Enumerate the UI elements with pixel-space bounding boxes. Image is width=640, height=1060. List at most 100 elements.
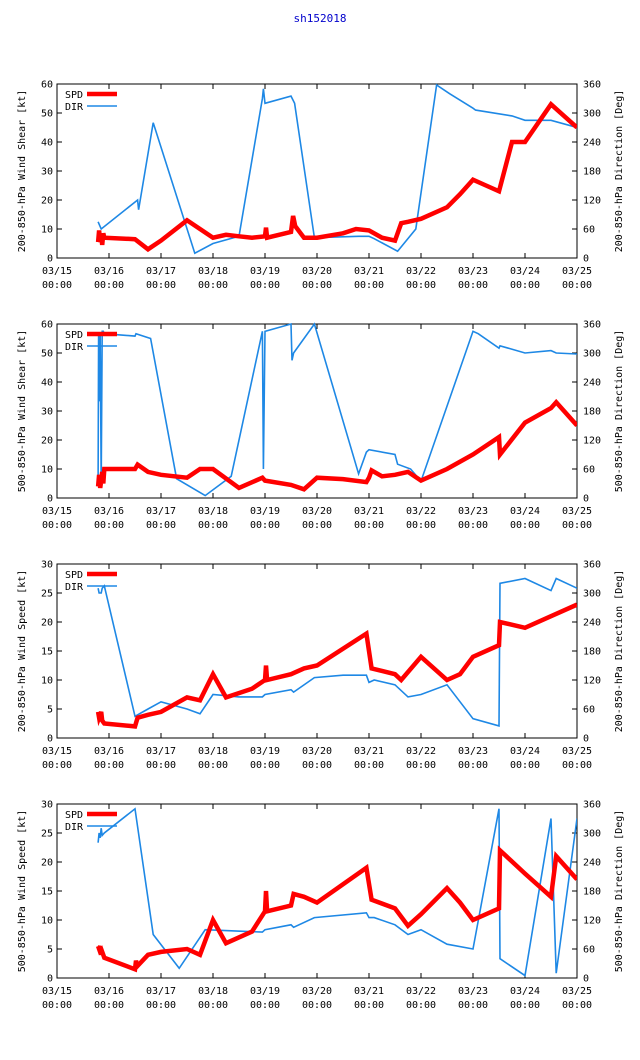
y-tick-label: 0: [47, 734, 53, 745]
x-tick-label: 00:00: [354, 760, 384, 771]
y2-axis-label: 500-850-hPa Direction [Deg]: [614, 810, 625, 973]
y2-tick-label: 240: [583, 858, 601, 869]
x-tick-label: 03/25: [562, 746, 592, 757]
x-tick-label: 03/17: [146, 986, 176, 997]
legend-label: SPD: [65, 570, 83, 581]
x-tick-label: 00:00: [406, 520, 436, 531]
y-axis-label: 200-850-hPa Wind Speed [kt]: [17, 570, 28, 733]
x-tick-label: 00:00: [250, 520, 280, 531]
x-tick-label: 00:00: [510, 280, 540, 291]
y-tick-label: 0: [47, 254, 53, 265]
x-tick-label: 03/18: [198, 986, 228, 997]
x-tick-label: 03/17: [146, 506, 176, 517]
x-tick-label: 00:00: [354, 1000, 384, 1011]
y-tick-label: 60: [41, 320, 53, 331]
x-tick-label: 00:00: [510, 520, 540, 531]
y-axis-label: 500-850-hPa Wind Shear [kt]: [17, 330, 28, 493]
x-tick-label: 00:00: [562, 520, 592, 531]
x-tick-label: 03/23: [458, 506, 488, 517]
y-tick-label: 15: [41, 887, 53, 898]
y2-tick-label: 120: [583, 436, 601, 447]
x-tick-label: 00:00: [510, 760, 540, 771]
x-tick-label: 00:00: [354, 280, 384, 291]
y2-tick-label: 180: [583, 647, 601, 658]
legend-label: SPD: [65, 330, 83, 341]
legend-label: DIR: [65, 102, 84, 113]
y-tick-label: 0: [47, 974, 53, 985]
dir-series-line: [97, 322, 577, 497]
y2-tick-label: 60: [583, 465, 595, 476]
x-tick-label: 00:00: [406, 760, 436, 771]
y2-tick-label: 0: [583, 254, 589, 265]
x-tick-label: 00:00: [302, 280, 332, 291]
x-tick-label: 03/20: [302, 506, 332, 517]
x-tick-label: 00:00: [354, 520, 384, 531]
y2-tick-label: 360: [583, 800, 601, 811]
page-title: sh152018: [293, 12, 347, 25]
x-tick-label: 00:00: [562, 760, 592, 771]
x-tick-label: 00:00: [510, 1000, 540, 1011]
x-tick-label: 03/16: [94, 986, 124, 997]
x-tick-label: 03/24: [510, 986, 540, 997]
x-tick-label: 03/15: [42, 506, 72, 517]
x-tick-label: 03/15: [42, 986, 72, 997]
spd-series-line: [95, 100, 577, 253]
x-tick-label: 00:00: [146, 280, 176, 291]
x-tick-label: 03/23: [458, 746, 488, 757]
x-tick-label: 00:00: [302, 1000, 332, 1011]
x-tick-label: 00:00: [94, 280, 124, 291]
y-tick-label: 30: [41, 167, 53, 178]
y2-axis-label: 200-850-hPa Direction [Deg]: [614, 570, 625, 733]
y-tick-label: 0: [47, 494, 53, 505]
x-tick-label: 00:00: [250, 280, 280, 291]
x-tick-label: 03/20: [302, 986, 332, 997]
spd-series-line: [95, 845, 577, 973]
x-tick-label: 00:00: [406, 1000, 436, 1011]
y-tick-label: 5: [47, 705, 53, 716]
x-tick-label: 00:00: [562, 280, 592, 291]
x-tick-label: 03/19: [250, 746, 280, 757]
y2-tick-label: 120: [583, 196, 601, 207]
y2-tick-label: 120: [583, 916, 601, 927]
x-tick-label: 03/24: [510, 266, 540, 277]
x-tick-label: 00:00: [42, 280, 72, 291]
x-tick-label: 03/24: [510, 506, 540, 517]
x-tick-label: 00:00: [42, 1000, 72, 1011]
x-tick-label: 00:00: [562, 1000, 592, 1011]
x-tick-label: 03/24: [510, 746, 540, 757]
x-tick-label: 00:00: [146, 1000, 176, 1011]
y-tick-label: 10: [41, 225, 53, 236]
y-tick-label: 30: [41, 560, 53, 571]
y2-tick-label: 300: [583, 829, 601, 840]
y-tick-label: 20: [41, 196, 53, 207]
x-tick-label: 03/16: [94, 746, 124, 757]
legend-label: SPD: [65, 90, 83, 101]
y2-tick-label: 120: [583, 676, 601, 687]
x-tick-label: 00:00: [406, 280, 436, 291]
y-tick-label: 40: [41, 138, 53, 149]
x-tick-label: 00:00: [198, 520, 228, 531]
x-tick-label: 00:00: [146, 760, 176, 771]
x-tick-label: 00:00: [458, 760, 488, 771]
x-tick-label: 00:00: [94, 760, 124, 771]
x-tick-label: 03/16: [94, 266, 124, 277]
x-tick-label: 03/16: [94, 506, 124, 517]
y-tick-label: 60: [41, 80, 53, 91]
y-tick-label: 30: [41, 800, 53, 811]
x-tick-label: 03/21: [354, 506, 384, 517]
y2-tick-label: 360: [583, 80, 601, 91]
y-tick-label: 50: [41, 349, 53, 360]
y-tick-label: 25: [41, 589, 53, 600]
x-tick-label: 03/23: [458, 986, 488, 997]
plot-frame: [56, 83, 578, 259]
x-tick-label: 03/15: [42, 746, 72, 757]
x-tick-label: 00:00: [302, 520, 332, 531]
y-tick-label: 15: [41, 647, 53, 658]
y2-tick-label: 180: [583, 407, 601, 418]
y2-tick-label: 360: [583, 320, 601, 331]
x-tick-label: 03/21: [354, 746, 384, 757]
dir-series-line: [97, 807, 577, 977]
y-axis-label: 200-850-hPa Wind Shear [kt]: [17, 90, 28, 253]
x-tick-label: 03/19: [250, 986, 280, 997]
x-tick-label: 03/18: [198, 746, 228, 757]
